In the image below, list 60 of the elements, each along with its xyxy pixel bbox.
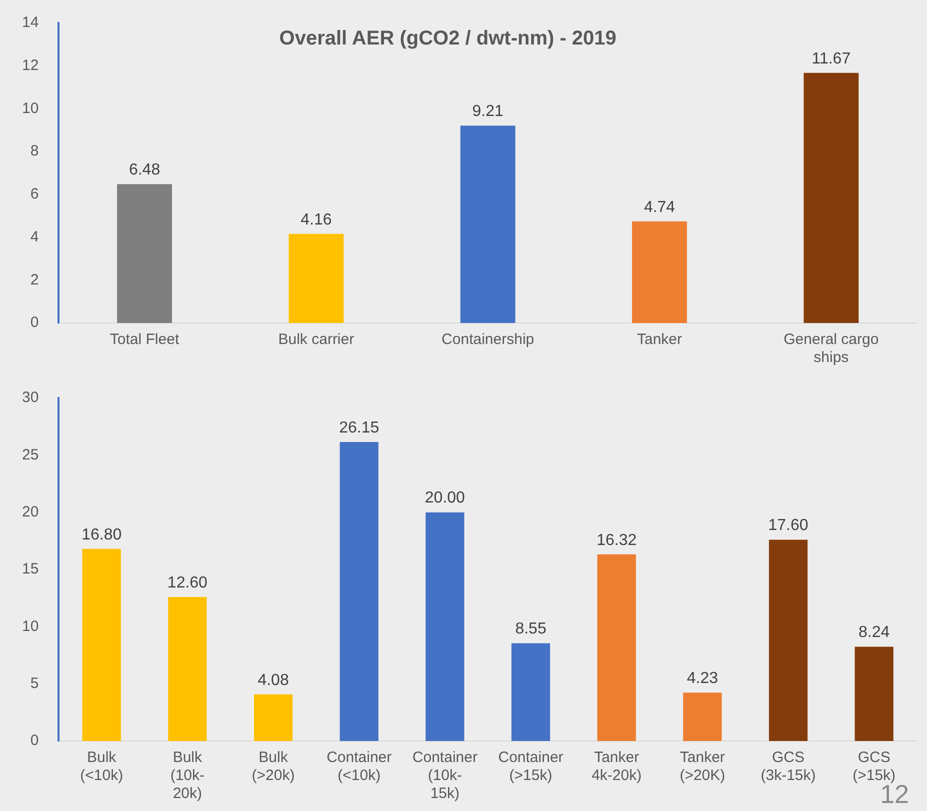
bar — [511, 643, 550, 741]
data-label: 9.21 — [472, 103, 504, 120]
y-tick-label: 2 — [30, 271, 39, 288]
x-tick-label: Bulk (10k-20k) — [170, 749, 205, 802]
chart-title: Overall AER (gCO2 / dwt-nm) - 2019 — [279, 28, 616, 50]
data-label: 26.15 — [339, 419, 380, 436]
data-label: 6.48 — [128, 162, 160, 179]
y-tick-label: 15 — [22, 560, 39, 578]
data-label: 4.08 — [258, 672, 289, 689]
data-label: 20.00 — [424, 490, 466, 507]
x-tick-label: Tanker (>20K) — [680, 749, 726, 784]
y-tick-label: 12 — [22, 57, 39, 74]
bar — [460, 126, 516, 323]
y-tick-label: 10 — [22, 618, 39, 635]
x-tick-label: Total Fleet — [110, 331, 180, 348]
data-label: 8.55 — [515, 620, 546, 638]
y-tick-label: 4 — [30, 228, 39, 246]
x-tick-label: Tanker 4k-20k) — [592, 749, 642, 784]
bar — [288, 234, 344, 323]
bar — [597, 554, 636, 741]
y-tick-label: 6 — [30, 186, 39, 203]
x-tick-label: Bulk (<10k) — [80, 749, 124, 784]
x-tick-label: Containership — [442, 331, 534, 348]
bar — [804, 72, 859, 323]
data-label: 12.60 — [167, 574, 208, 592]
x-tick-label: Container (<10k) — [326, 749, 392, 784]
x-tick-label: Container (10k-15k) — [412, 749, 478, 802]
y-tick-label: 0 — [30, 314, 39, 332]
bar — [82, 548, 121, 741]
x-tick-label: Tanker — [636, 331, 682, 348]
x-tick-label: Container (>15k) — [498, 749, 564, 784]
data-label: 16.32 — [596, 532, 637, 549]
x-tick-label: General cargo ships — [784, 331, 879, 366]
y-tick-label: 20 — [22, 503, 39, 520]
data-label: 4.74 — [644, 198, 676, 216]
x-tick-label: GCS (3k-15k) — [760, 749, 816, 784]
x-tick-label: Bulk carrier — [278, 331, 354, 348]
bar — [168, 596, 207, 741]
y-tick-label: 8 — [30, 142, 39, 160]
y-tick-label: 30 — [22, 389, 39, 406]
bar — [632, 221, 687, 323]
data-label: 4.23 — [686, 670, 718, 688]
data-label: 16.80 — [82, 526, 122, 544]
data-label: 11.67 — [812, 50, 851, 68]
data-label: 17.60 — [768, 517, 808, 534]
bar — [254, 694, 293, 741]
bar — [768, 540, 808, 741]
data-label: 4.16 — [300, 211, 332, 228]
bar — [426, 512, 464, 741]
x-tick-label: Bulk (>20k) — [252, 749, 295, 784]
y-tick-label: 25 — [22, 446, 39, 464]
bar — [683, 692, 722, 741]
y-tick-label: 14 — [22, 14, 39, 32]
data-label: 8.24 — [858, 624, 890, 642]
bar — [854, 646, 894, 741]
y-tick-label: 0 — [30, 732, 39, 750]
y-tick-label: 5 — [30, 674, 39, 692]
y-tick-label: 10 — [22, 100, 39, 117]
bar — [340, 442, 378, 741]
bar — [117, 184, 172, 323]
